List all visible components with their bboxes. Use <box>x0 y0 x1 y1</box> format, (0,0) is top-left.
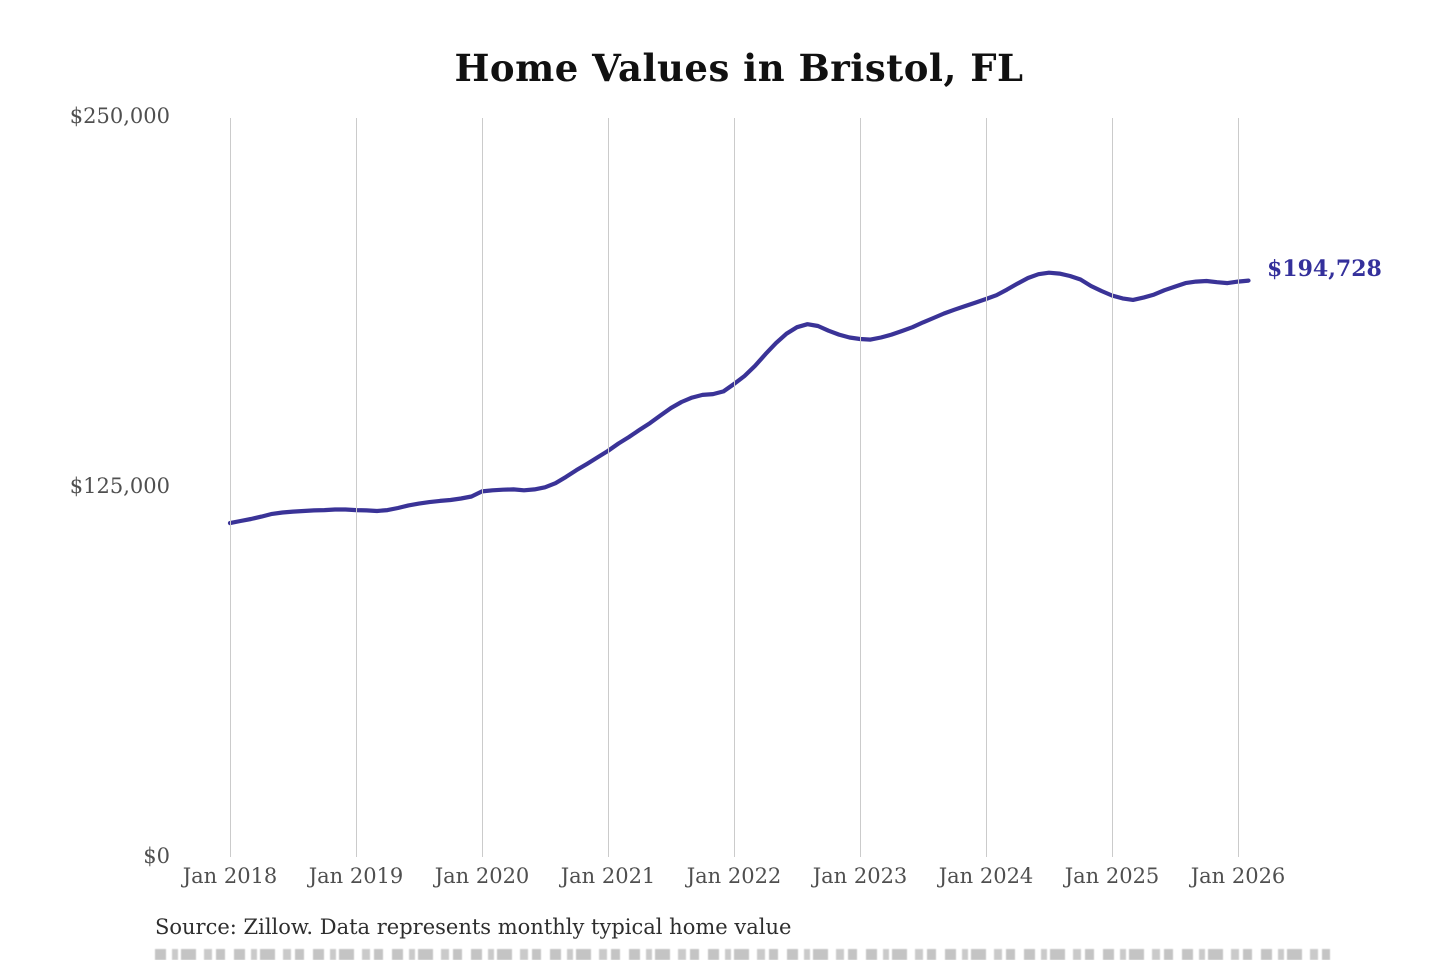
current-value-label: $194,728 <box>1267 256 1382 282</box>
clipped-text-remnant <box>155 949 1330 960</box>
x-axis-tick-label: Jan 2019 <box>308 864 404 888</box>
year-gridline <box>1238 118 1239 857</box>
x-axis-tick-label: Jan 2022 <box>686 864 782 888</box>
y-axis-tick-label: $125,000 <box>69 474 170 498</box>
year-gridline <box>734 118 735 857</box>
year-gridline <box>1112 118 1113 857</box>
x-axis-tick-label: Jan 2018 <box>182 864 278 888</box>
y-axis-tick-label: $250,000 <box>69 104 170 128</box>
home-value-series-line <box>227 270 1251 526</box>
year-gridline <box>986 118 987 857</box>
x-axis-tick-label: Jan 2020 <box>434 864 530 888</box>
source-note: Source: Zillow. Data represents monthly … <box>155 915 792 939</box>
x-axis-tick-label: Jan 2024 <box>938 864 1034 888</box>
x-axis-tick-label: Jan 2023 <box>812 864 908 888</box>
x-axis-tick-label: Jan 2025 <box>1064 864 1160 888</box>
year-gridline <box>482 118 483 857</box>
x-axis-tick-label: Jan 2021 <box>560 864 656 888</box>
chart-title: Home Values in Bristol, FL <box>454 46 1024 90</box>
x-axis-tick-label: Jan 2026 <box>1190 864 1286 888</box>
year-gridline <box>230 118 231 857</box>
year-gridline <box>860 118 861 857</box>
year-gridline <box>356 118 357 857</box>
year-gridline <box>608 118 609 857</box>
y-axis-tick-label: $0 <box>143 844 170 868</box>
